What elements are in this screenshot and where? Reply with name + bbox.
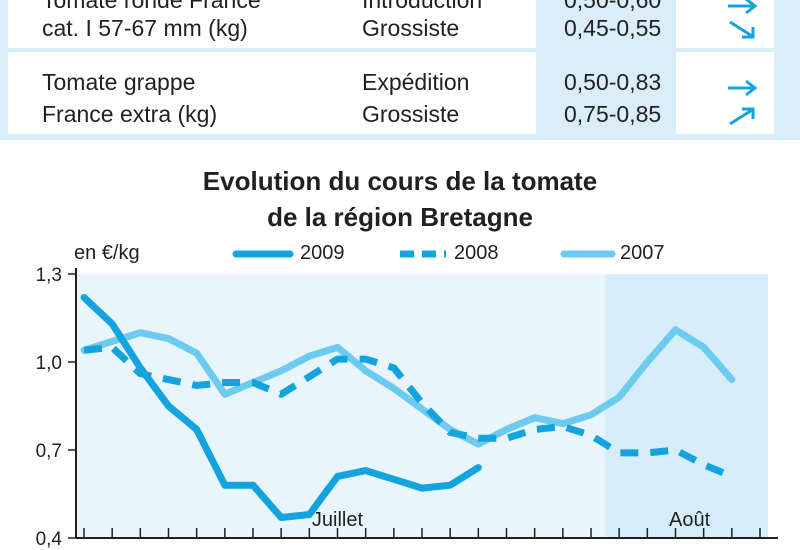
market-stage: Expédition	[362, 69, 470, 95]
y-tick-label: 1,0	[36, 353, 62, 374]
month-band	[605, 274, 768, 538]
series-line-2008	[83, 343, 734, 480]
series-line-2009	[80, 293, 482, 521]
market-stage: Grossiste	[362, 15, 460, 41]
chart-title-line1: Evolution du cours de la tomate	[202, 166, 598, 196]
right-arrow-icon	[728, 79, 758, 97]
series-line-2007	[80, 326, 736, 448]
month-label: Juillet	[312, 509, 364, 531]
legend-label-2008: 2008	[454, 242, 499, 264]
price-range: 0,50-0,83	[564, 69, 662, 95]
price-table: Tomate ronde France cat. I 57-67 mm (kg)…	[0, 0, 800, 140]
legend-label-2009: 2009	[300, 242, 345, 264]
product-name-line1: Tomate ronde France	[42, 0, 261, 13]
market-stage: Grossiste	[362, 101, 460, 127]
price-range: 0,75-0,85	[564, 101, 662, 127]
product-name-line2: France extra (kg)	[42, 101, 218, 127]
y-tick-label: 1,3	[36, 265, 62, 286]
y-tick-label: 0,4	[36, 529, 63, 550]
product-name-line2: cat. I 57-67 mm (kg)	[42, 15, 248, 41]
price-range: 0,45-0,55	[564, 15, 662, 41]
chart-title-line2: de la région Bretagne	[267, 202, 533, 232]
legend-label-2007: 2007	[620, 242, 665, 264]
right-arrow-icon	[728, 0, 758, 15]
y-tick-label: 0,7	[36, 441, 62, 462]
product-name-line1: Tomate grappe	[42, 69, 196, 95]
down-right-arrow-icon	[729, 20, 755, 39]
month-label: Août	[669, 509, 711, 531]
chart-panel: Evolution du cours de la tomate de la ré…	[8, 150, 792, 550]
row-divider	[8, 48, 774, 52]
y-axis-unit-label: en €/kg	[74, 242, 140, 264]
market-stage: Introduction	[362, 0, 483, 13]
price-column-bg	[536, 0, 676, 134]
line-chart: 0,4 0,7 1,0 1,3 Juillet Août	[36, 250, 778, 550]
up-right-arrow-icon	[729, 107, 755, 126]
month-band	[76, 274, 606, 538]
price-range: 0,50-0,60	[564, 0, 662, 13]
